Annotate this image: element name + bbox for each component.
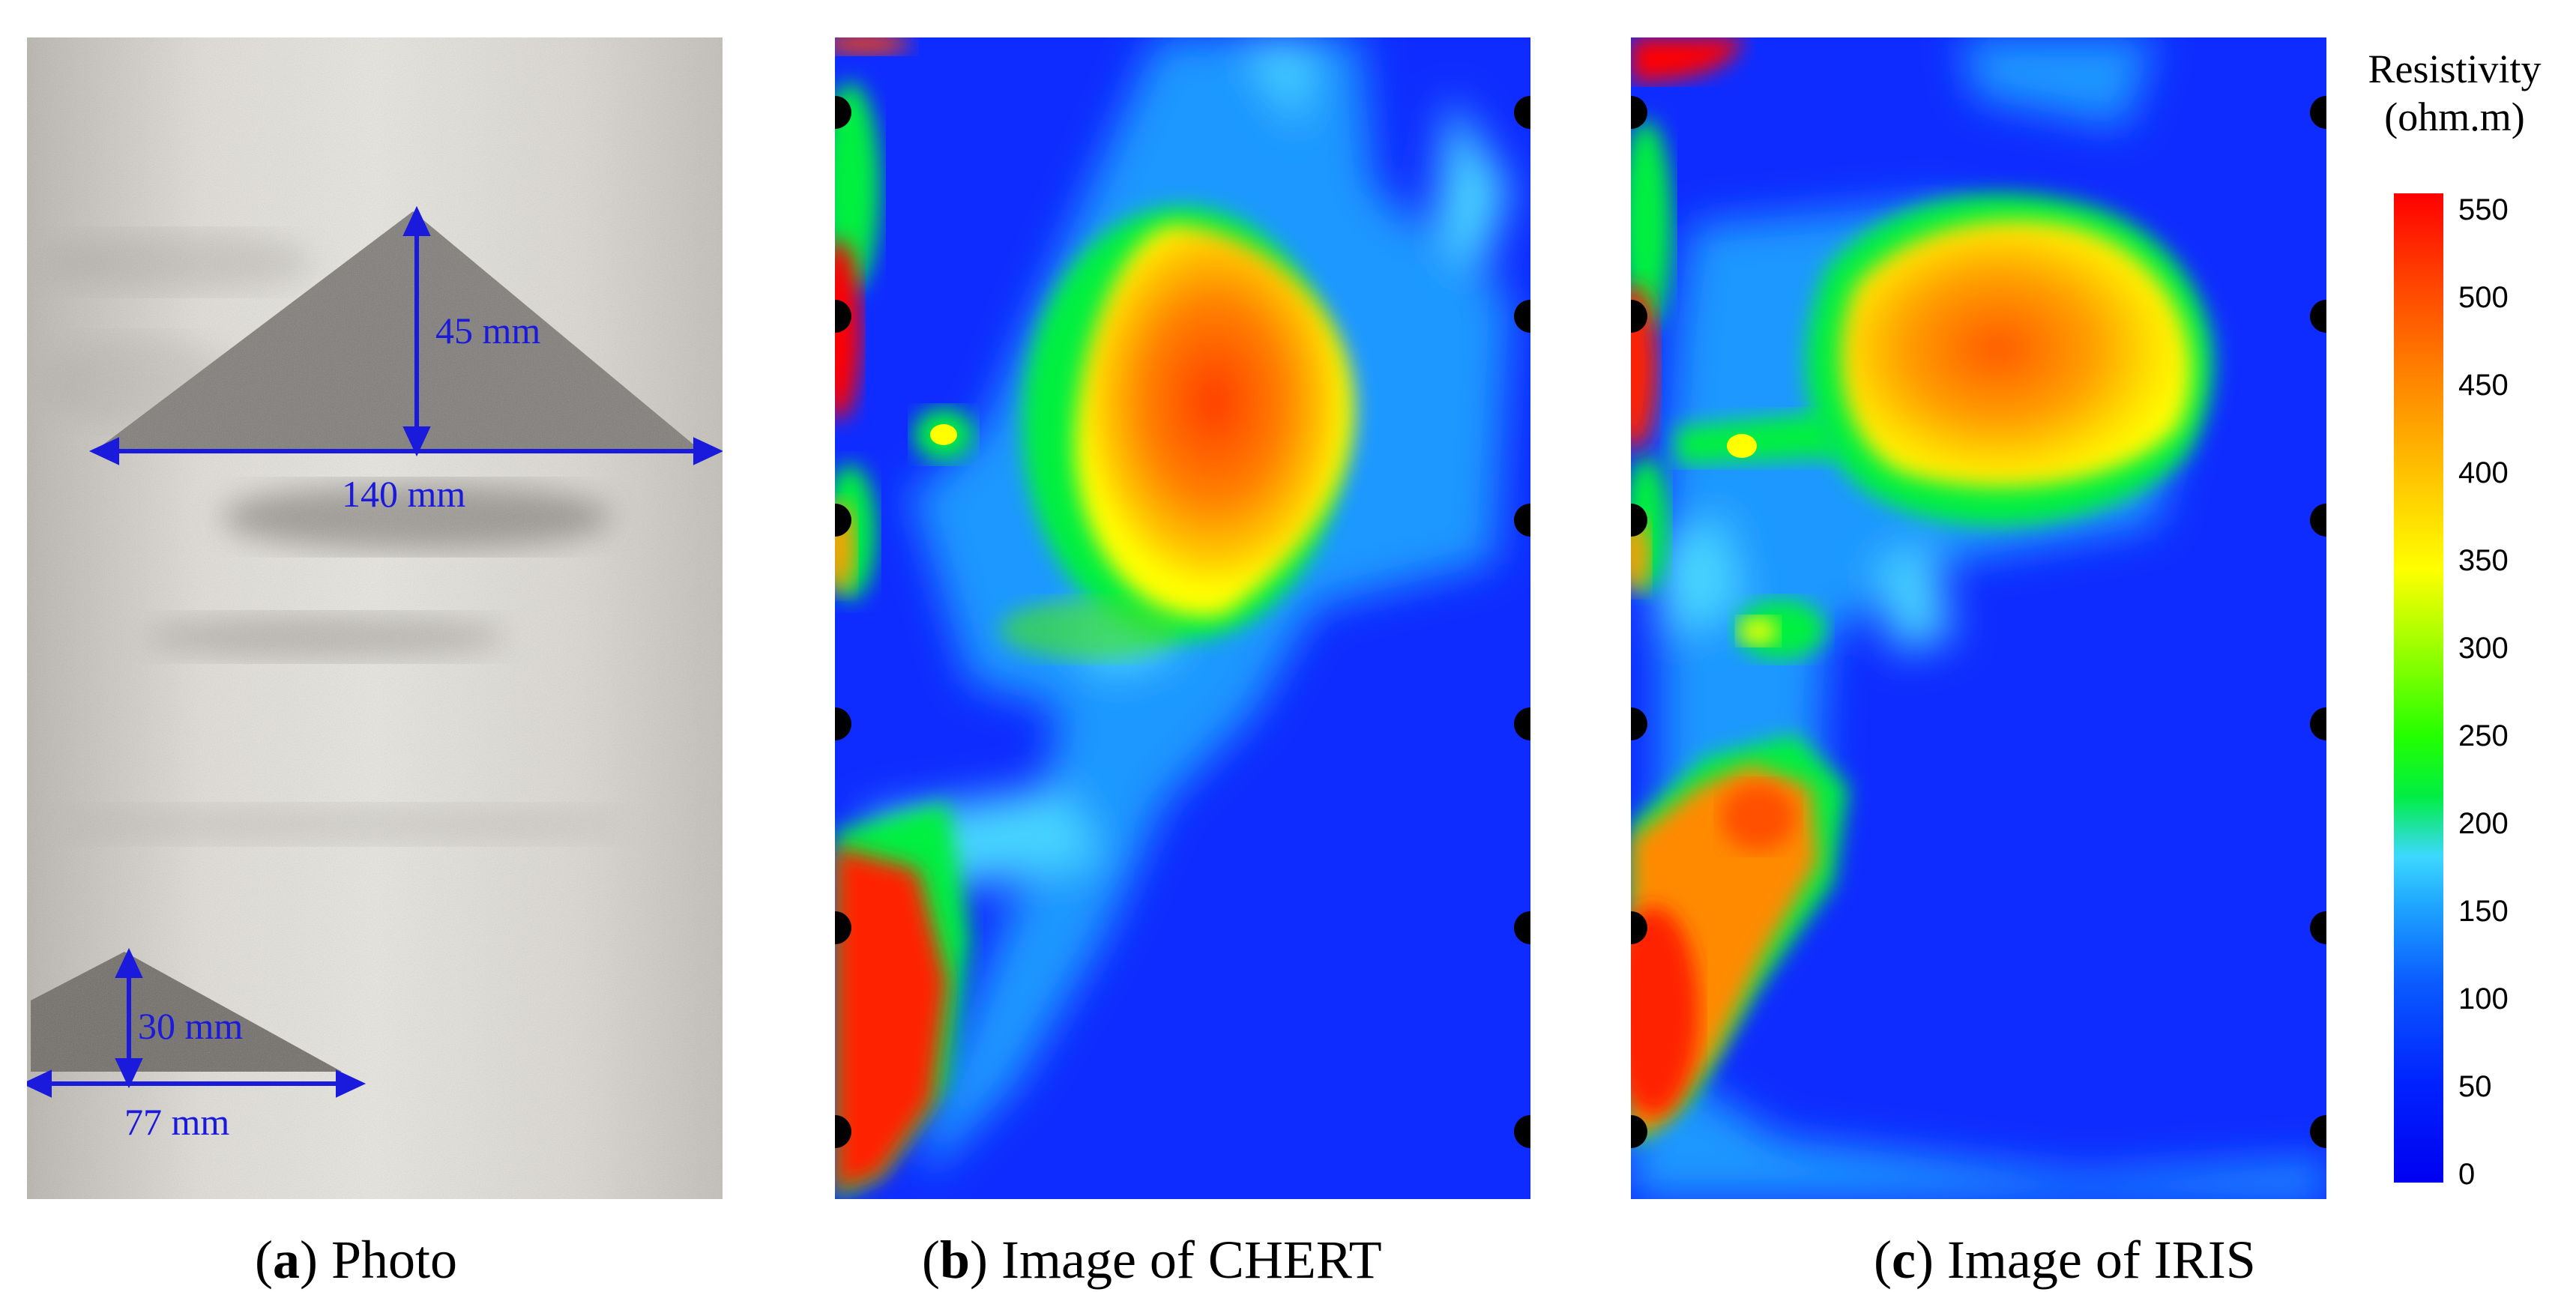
electrode-dot — [835, 96, 851, 129]
colorbar-title-line1: Resistivity — [2368, 46, 2542, 91]
colorbar-tick: 50 — [2458, 1070, 2492, 1103]
electrode-dot — [1631, 1115, 1647, 1148]
caption-letter-a: a — [272, 1230, 300, 1290]
electrode-dot — [1631, 300, 1647, 333]
colorbar-tick: 100 — [2458, 982, 2509, 1015]
small-height-label: 30 mm — [138, 1005, 244, 1047]
colorbar-tick: 200 — [2458, 807, 2509, 840]
iris-image — [1631, 37, 2326, 1199]
electrode-dot — [835, 707, 851, 740]
colorbar-title: Resistivity (ohm.m) — [2338, 45, 2571, 141]
electrode-dot — [1514, 504, 1530, 537]
chert-resistivity-map — [835, 37, 1530, 1199]
electrode-dot — [2310, 96, 2326, 129]
colorbar-tick: 450 — [2458, 369, 2509, 402]
caption-iris: (c) Image of IRIS — [1874, 1230, 2256, 1290]
electrode-dot — [1631, 707, 1647, 740]
electrode-dot — [1514, 707, 1530, 740]
colorbar-tick: 150 — [2458, 895, 2509, 928]
electrode-dot — [2310, 504, 2326, 537]
photo-image — [27, 37, 723, 1199]
colorbar-tick: 500 — [2458, 281, 2509, 314]
electrode-dot — [2310, 300, 2326, 333]
electrode-dot — [835, 911, 851, 944]
electrode-dot — [1514, 911, 1530, 944]
electrode-dot — [1514, 96, 1530, 129]
electrode-dot — [1631, 911, 1647, 944]
electrode-dot — [1514, 300, 1530, 333]
colorbar-scale — [2394, 193, 2443, 1183]
caption-chert: (b) Image of CHERT — [922, 1230, 1382, 1290]
electrode-dot — [2310, 911, 2326, 944]
caption-letter-b: b — [939, 1230, 971, 1290]
electrode-dot — [2310, 1115, 2326, 1148]
caption-photo: (a) Photo — [255, 1230, 458, 1290]
colorbar-title-line2: (ohm.m) — [2384, 94, 2525, 139]
chert-image — [835, 37, 1530, 1199]
large-width-label: 140 mm — [342, 473, 466, 515]
electrode-dot — [2310, 707, 2326, 740]
colorbar-tick: 250 — [2458, 719, 2509, 752]
colorbar-tick: 0 — [2458, 1158, 2476, 1191]
colorbar-tick: 400 — [2458, 456, 2509, 489]
small-width-label: 77 mm — [124, 1101, 230, 1143]
electrode-dot — [1631, 504, 1647, 537]
colorbar-tick: 300 — [2458, 632, 2509, 665]
electrode-dot — [835, 300, 851, 333]
caption-text-c: ) Image of IRIS — [1915, 1230, 2256, 1290]
colorbar-tick: 550 — [2458, 193, 2509, 226]
large-height-label: 45 mm — [435, 310, 541, 351]
caption-text-b: ) Image of CHERT — [970, 1230, 1382, 1290]
colorbar-tick: 350 — [2458, 544, 2509, 577]
electrode-dot — [1631, 96, 1647, 129]
photo-panel: 45 mm 140 mm 30 mm 77 mm — [27, 37, 723, 1199]
caption-text-a: ) Photo — [299, 1230, 458, 1290]
iris-resistivity-map — [1631, 37, 2326, 1199]
caption-letter-c: c — [1891, 1230, 1916, 1290]
electrode-dot — [835, 1115, 851, 1148]
electrode-dot — [835, 504, 851, 537]
electrode-dot — [1514, 1115, 1530, 1148]
